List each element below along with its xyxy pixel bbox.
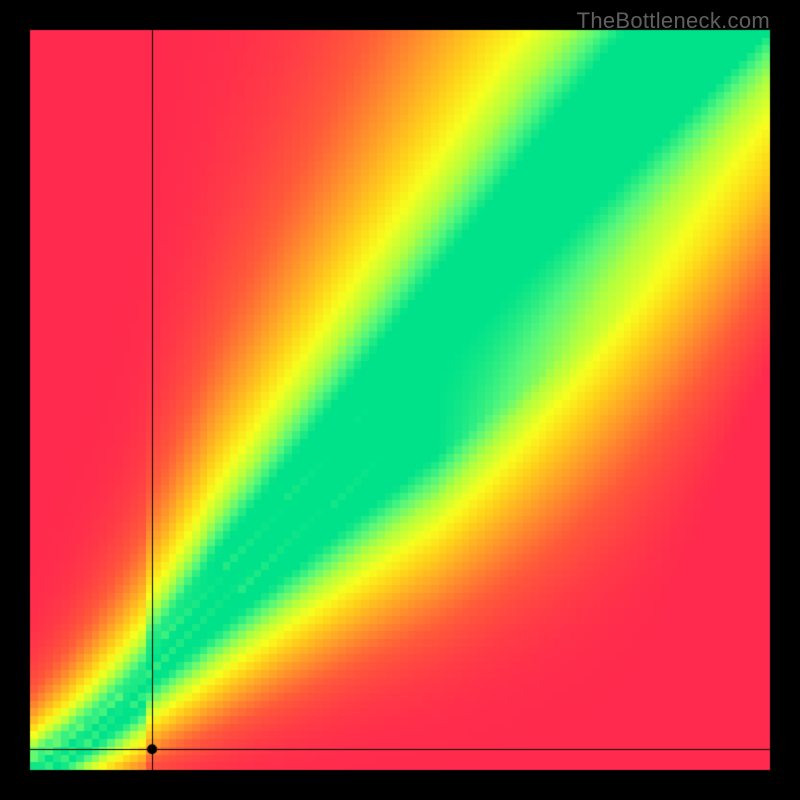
chart-container: TheBottleneck.com <box>0 0 800 800</box>
heatmap-canvas <box>0 0 800 800</box>
watermark-text: TheBottleneck.com <box>577 8 770 34</box>
